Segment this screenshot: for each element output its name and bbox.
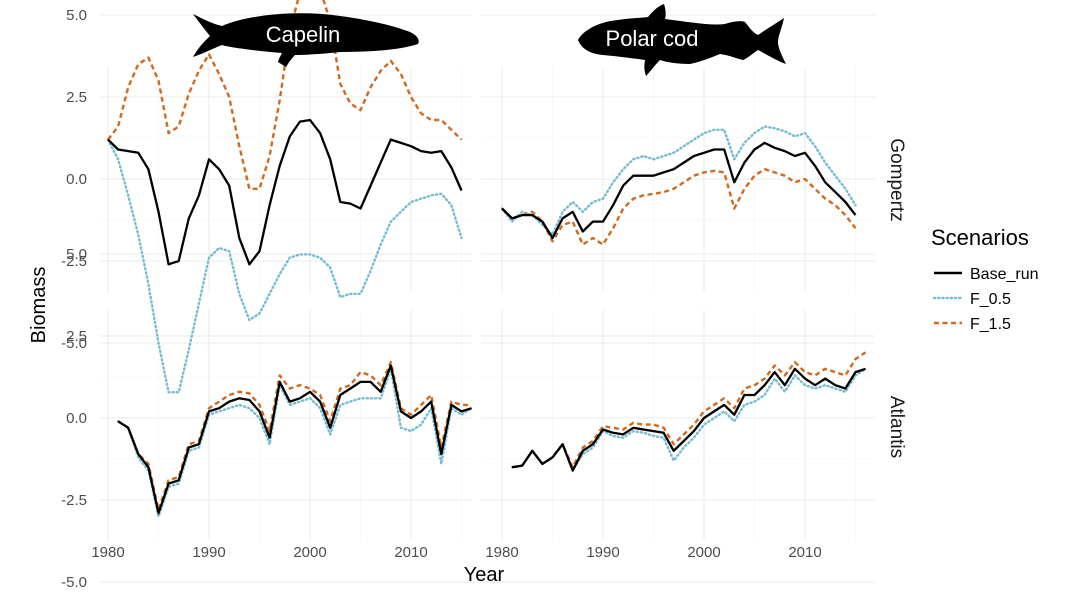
x-tick-label-polar-cod-1: 1990 xyxy=(586,544,619,561)
polar-cod-title: Polar cod xyxy=(606,26,699,51)
legend-title: Scenarios xyxy=(931,225,1029,250)
y-tick-label-gompertz-3: -2.5 xyxy=(61,253,87,270)
x-tick-label-capelin-2: 2000 xyxy=(293,544,326,561)
y-tick-label-gompertz-2: 0.0 xyxy=(66,171,87,188)
x-tick-label-capelin-0: 1980 xyxy=(91,544,124,561)
polar-cod-fish-silhouette: Polar cod xyxy=(578,4,786,76)
series-line-base-run-polar-cod-atlantis xyxy=(511,367,866,472)
series-line-f-0-5-capelin-atlantis xyxy=(116,367,473,518)
y-tick-label-gompertz-4: -5.0 xyxy=(61,335,87,352)
y-axis-title: Biomass xyxy=(28,267,50,344)
y-tick-label-gompertz-0: 5.0 xyxy=(66,7,87,24)
x-axis-title: Year xyxy=(464,564,505,586)
y-tick-label-gompertz-1: 2.5 xyxy=(66,89,87,106)
series-line-base-run-capelin-gompertz xyxy=(107,118,463,266)
gridlines xyxy=(100,14,875,583)
series-line-f-1-5-capelin-atlantis xyxy=(117,361,472,511)
y-tick-label-atlantis-0: 5.0 xyxy=(66,246,87,263)
series-lines xyxy=(106,0,867,518)
x-tick-label-capelin-3: 2010 xyxy=(394,544,427,561)
series-line-f-0-5-capelin-gompertz xyxy=(106,138,463,394)
row-strip-gompertz: Gompertz xyxy=(886,138,907,221)
capelin-fish-silhouette: Capelin xyxy=(193,13,419,68)
series-line-f-0-5-polar-cod-gompertz xyxy=(500,125,857,237)
x-tick-label-polar-cod-3: 2010 xyxy=(788,544,821,561)
x-tick-label-polar-cod-0: 1980 xyxy=(485,544,518,561)
x-tick-label-capelin-1: 1990 xyxy=(192,544,225,561)
y-tick-label-atlantis-3: -2.5 xyxy=(61,492,87,509)
legend-label-base-run: Base_run xyxy=(970,266,1039,283)
series-line-base-run-polar-cod-gompertz xyxy=(501,141,857,240)
legend-label-f-0-5: F_0.5 xyxy=(970,291,1011,308)
series-line-f-1-5-capelin-gompertz xyxy=(107,0,463,191)
y-tick-label-atlantis-2: 0.0 xyxy=(66,410,87,427)
series-line-f-1-5-polar-cod-gompertz xyxy=(501,167,857,246)
series-line-base-run-capelin-atlantis xyxy=(117,364,472,515)
row-strip-atlantis: Atlantis xyxy=(886,396,907,458)
y-tick-label-atlantis-1: 2.5 xyxy=(66,328,87,345)
x-tick-label-polar-cod-2: 2000 xyxy=(687,544,720,561)
legend-label-f-1-5: F_1.5 xyxy=(970,316,1011,333)
capelin-title: Capelin xyxy=(266,22,341,47)
legend: Scenarios Base_run F_0.5 F_1.5 xyxy=(931,225,1039,333)
y-tick-label-atlantis-4: -5.0 xyxy=(61,574,87,591)
